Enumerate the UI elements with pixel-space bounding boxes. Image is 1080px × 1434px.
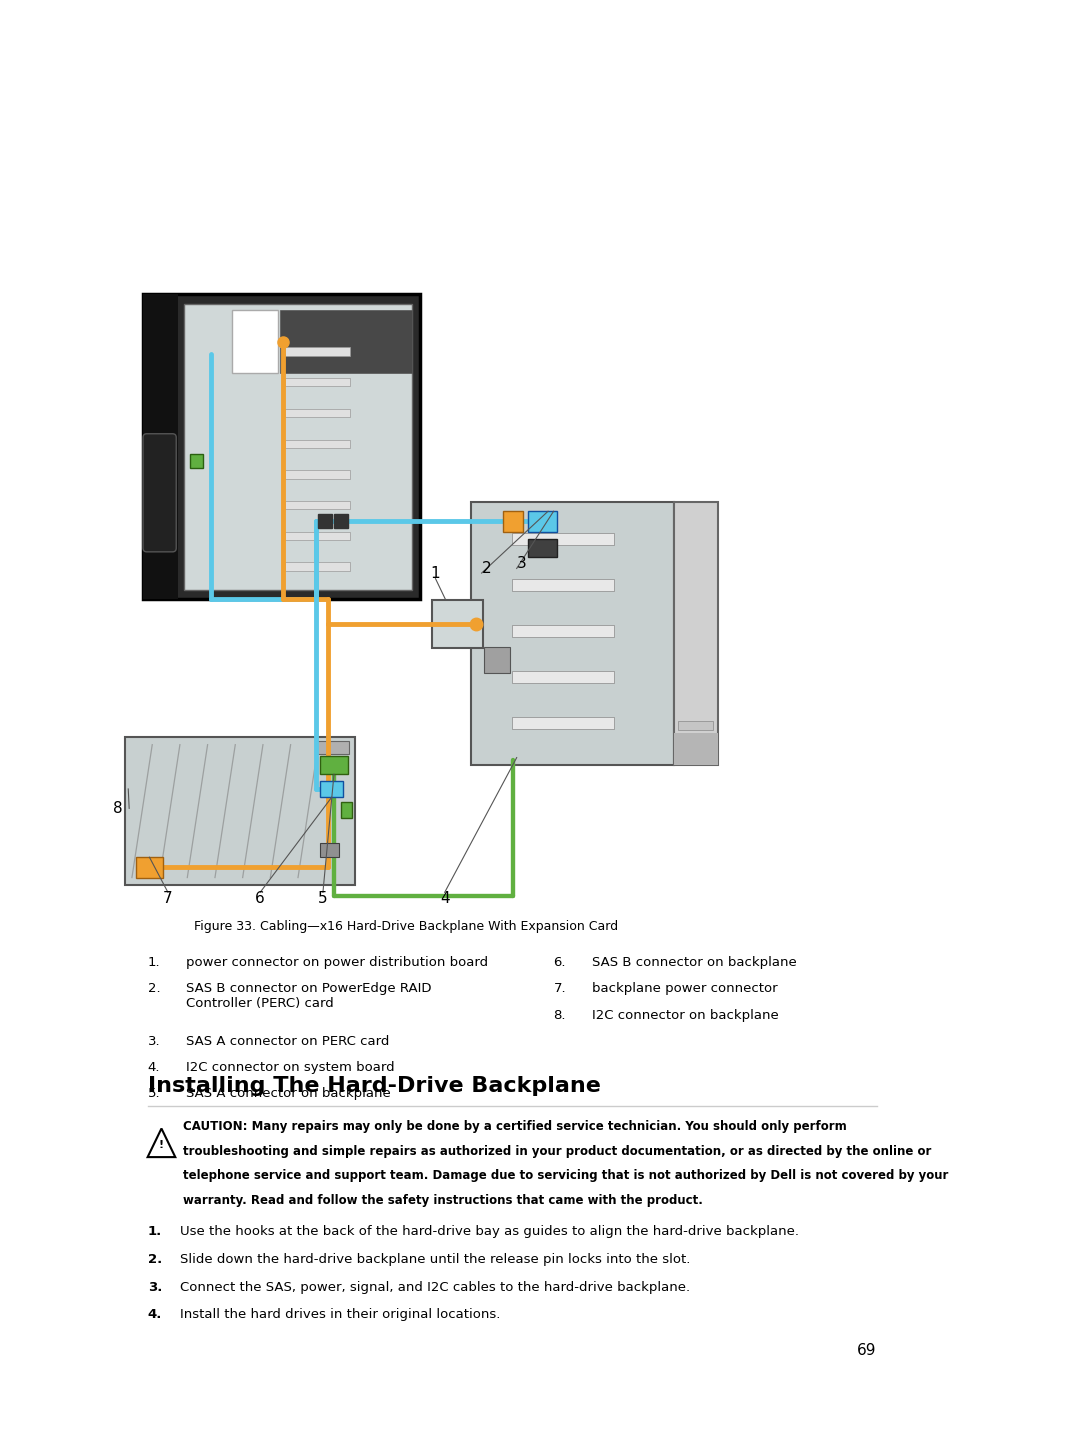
Text: 69: 69	[858, 1344, 877, 1358]
FancyBboxPatch shape	[678, 721, 713, 730]
Text: Use the hooks at the back of the hard-drive bay as guides to align the hard-driv: Use the hooks at the back of the hard-dr…	[180, 1226, 799, 1239]
FancyBboxPatch shape	[184, 304, 413, 589]
Text: 7.: 7.	[554, 982, 566, 995]
Text: power connector on power distribution board: power connector on power distribution bo…	[187, 956, 488, 969]
Text: 3.: 3.	[148, 1281, 162, 1293]
Text: 8: 8	[113, 800, 123, 816]
FancyBboxPatch shape	[316, 741, 349, 754]
FancyBboxPatch shape	[320, 843, 339, 858]
Text: I2C connector on backplane: I2C connector on backplane	[592, 1008, 779, 1021]
FancyBboxPatch shape	[512, 717, 613, 730]
FancyBboxPatch shape	[190, 453, 203, 469]
FancyBboxPatch shape	[512, 671, 613, 684]
Text: Install the hard drives in their original locations.: Install the hard drives in their origina…	[180, 1308, 500, 1321]
FancyBboxPatch shape	[143, 294, 420, 599]
Text: Slide down the hard-drive backplane until the release pin locks into the slot.: Slide down the hard-drive backplane unti…	[180, 1253, 690, 1266]
Text: warranty. Read and follow the safety instructions that came with the product.: warranty. Read and follow the safety ins…	[183, 1193, 703, 1206]
Text: !: !	[159, 1140, 164, 1150]
FancyBboxPatch shape	[512, 579, 613, 591]
FancyBboxPatch shape	[320, 780, 343, 797]
Text: SAS B connector on PowerEdge RAID
Controller (PERC) card: SAS B connector on PowerEdge RAID Contro…	[187, 982, 432, 1011]
FancyBboxPatch shape	[285, 500, 350, 509]
FancyBboxPatch shape	[281, 310, 413, 373]
Text: Installing The Hard-Drive Backplane: Installing The Hard-Drive Backplane	[148, 1076, 600, 1096]
FancyBboxPatch shape	[285, 532, 350, 541]
Text: I2C connector on system board: I2C connector on system board	[187, 1061, 395, 1074]
FancyBboxPatch shape	[528, 539, 557, 558]
FancyBboxPatch shape	[503, 512, 523, 532]
Text: 6.: 6.	[554, 956, 566, 969]
FancyBboxPatch shape	[285, 562, 350, 571]
FancyBboxPatch shape	[285, 440, 350, 447]
FancyBboxPatch shape	[485, 647, 510, 673]
Text: telephone service and support team. Damage due to servicing that is not authoriz: telephone service and support team. Dama…	[183, 1169, 948, 1182]
Text: 2.: 2.	[148, 1253, 162, 1266]
FancyBboxPatch shape	[320, 756, 348, 774]
Text: 1.: 1.	[148, 956, 160, 969]
Text: 2.: 2.	[148, 982, 160, 995]
Text: 6: 6	[255, 892, 265, 906]
Text: SAS A connector on PERC card: SAS A connector on PERC card	[187, 1035, 390, 1048]
FancyBboxPatch shape	[528, 512, 557, 532]
Text: 4: 4	[440, 892, 449, 906]
Text: SAS A connector on backplane: SAS A connector on backplane	[187, 1087, 391, 1100]
Text: SAS B connector on backplane: SAS B connector on backplane	[592, 956, 797, 969]
FancyBboxPatch shape	[124, 737, 355, 885]
FancyBboxPatch shape	[143, 294, 178, 599]
Text: 2: 2	[483, 561, 492, 576]
FancyBboxPatch shape	[143, 433, 176, 552]
Text: 7: 7	[163, 892, 173, 906]
Text: 3.: 3.	[148, 1035, 160, 1048]
Text: troubleshooting and simple repairs as authorized in your product documentation, : troubleshooting and simple repairs as au…	[183, 1144, 931, 1157]
Text: 1.: 1.	[148, 1226, 162, 1239]
Text: 1: 1	[431, 565, 441, 581]
FancyBboxPatch shape	[512, 533, 613, 545]
FancyBboxPatch shape	[674, 502, 718, 764]
FancyBboxPatch shape	[471, 502, 674, 764]
Text: backplane power connector: backplane power connector	[592, 982, 778, 995]
FancyBboxPatch shape	[512, 625, 613, 637]
Text: 4.: 4.	[148, 1308, 162, 1321]
FancyBboxPatch shape	[231, 310, 278, 373]
FancyBboxPatch shape	[432, 599, 483, 648]
FancyBboxPatch shape	[285, 470, 350, 479]
Text: Figure 33. Cabling—x16 Hard-Drive Backplane With Expansion Card: Figure 33. Cabling—x16 Hard-Drive Backpl…	[193, 921, 618, 934]
FancyBboxPatch shape	[285, 347, 350, 356]
Text: 5: 5	[319, 892, 327, 906]
Text: 5.: 5.	[148, 1087, 160, 1100]
Text: 4.: 4.	[148, 1061, 160, 1074]
FancyBboxPatch shape	[285, 409, 350, 417]
FancyBboxPatch shape	[285, 379, 350, 387]
Text: 8.: 8.	[554, 1008, 566, 1021]
FancyBboxPatch shape	[674, 733, 718, 764]
Text: 3: 3	[516, 556, 526, 571]
FancyBboxPatch shape	[341, 802, 352, 819]
FancyBboxPatch shape	[136, 858, 163, 878]
Text: CAUTION: Many repairs may only be done by a certified service technician. You sh: CAUTION: Many repairs may only be done b…	[183, 1120, 847, 1133]
Text: Connect the SAS, power, signal, and I2C cables to the hard-drive backplane.: Connect the SAS, power, signal, and I2C …	[180, 1281, 690, 1293]
